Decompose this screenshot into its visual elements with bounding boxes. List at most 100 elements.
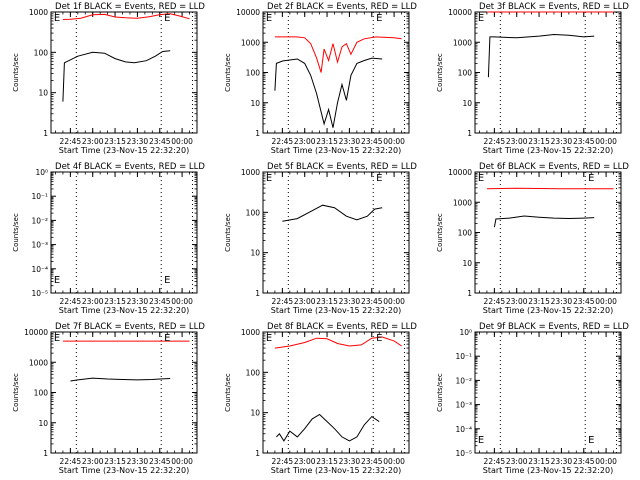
x-tick-label-9-1: 22:45 xyxy=(484,457,506,466)
x-tick-label-4-2: 23:00 xyxy=(82,297,104,306)
event-marker-7-2: E xyxy=(164,333,170,344)
y-axis-label-5: Counts/sec xyxy=(224,213,232,252)
event-marker-8-1: E xyxy=(266,333,272,344)
event-marker-2-1: E xyxy=(266,13,272,24)
y-tick-label-5-3: 100 xyxy=(246,208,261,217)
plot-frame-6 xyxy=(474,171,622,294)
y-tick-label-7-2: 10 xyxy=(38,419,48,428)
y-tick-label-4-5: 10⁻¹ xyxy=(31,192,48,201)
x-axis-label-1: Start Time (23-Nov-15 22:32:20) xyxy=(59,146,189,155)
plot-title-8: Det 8f BLACK = Events, RED = LLD xyxy=(267,322,417,332)
y-tick-label-6-5: 10000 xyxy=(448,168,472,177)
event-marker-6-1: E xyxy=(478,173,484,184)
y-tick-label-8-2: 10 xyxy=(250,409,260,418)
event-marker-7-1: E xyxy=(54,333,60,344)
y-tick-label-9-6: 10⁰ xyxy=(459,328,472,337)
x-tick-label-5-5: 23:45 xyxy=(361,297,383,306)
x-tick-label-1-4: 23:30 xyxy=(127,137,149,146)
y-tick-label-4-1: 10⁻⁵ xyxy=(31,289,48,298)
series-line-2-2 xyxy=(274,36,402,73)
plot-frame-3 xyxy=(474,11,622,134)
x-axis-label-3: Start Time (23-Nov-15 22:32:20) xyxy=(483,146,613,155)
x-tick-label-7-3: 23:15 xyxy=(104,457,126,466)
y-tick-label-9-2: 10⁻⁴ xyxy=(455,425,472,434)
event-marker-1-2: E xyxy=(164,13,170,24)
x-tick-label-4-3: 23:15 xyxy=(104,297,126,306)
x-tick-label-1-6: 00:00 xyxy=(171,137,193,146)
x-tick-label-8-3: 23:15 xyxy=(316,457,338,466)
event-marker-4-1: E xyxy=(54,275,60,286)
x-tick-label-2-4: 23:30 xyxy=(339,137,361,146)
y-tick-label-2-3: 100 xyxy=(246,69,261,78)
plot-title-1: Det 1f BLACK = Events, RED = LLD xyxy=(55,2,205,12)
y-tick-label-4-4: 10⁻² xyxy=(31,216,48,225)
x-tick-label-3-2: 23:00 xyxy=(506,137,528,146)
event-marker-4-2: E xyxy=(164,275,170,286)
y-axis-label-1: Counts/sec xyxy=(12,53,20,92)
x-tick-label-2-1: 22:45 xyxy=(272,137,294,146)
event-marker-5-1: E xyxy=(266,173,272,184)
x-tick-label-9-4: 23:30 xyxy=(551,457,573,466)
x-tick-label-5-1: 22:45 xyxy=(272,297,294,306)
x-tick-label-6-6: 00:00 xyxy=(595,297,617,306)
plot-title-3: Det 3f BLACK = Events, RED = LLD xyxy=(479,2,629,12)
y-tick-label-7-1: 1 xyxy=(43,449,48,458)
x-tick-label-3-3: 23:15 xyxy=(528,137,550,146)
y-tick-label-1-2: 10 xyxy=(38,89,48,98)
y-tick-label-3-4: 1000 xyxy=(453,38,472,47)
y-tick-label-6-1: 1 xyxy=(467,289,472,298)
y-tick-label-9-5: 10⁻¹ xyxy=(455,352,472,361)
x-tick-label-1-1: 22:45 xyxy=(60,137,82,146)
x-tick-label-4-6: 00:00 xyxy=(171,297,193,306)
x-axis-label-9: Start Time (23-Nov-15 22:32:20) xyxy=(483,466,613,475)
plot-frame-7 xyxy=(50,331,198,454)
series-line-2-1 xyxy=(274,57,383,128)
x-tick-label-7-5: 23:45 xyxy=(149,457,171,466)
x-tick-label-3-4: 23:30 xyxy=(551,137,573,146)
x-tick-label-4-1: 22:45 xyxy=(60,297,82,306)
y-tick-label-4-3: 10⁻³ xyxy=(31,241,48,250)
series-line-6-1 xyxy=(493,215,595,228)
x-tick-label-3-5: 23:45 xyxy=(573,137,595,146)
event-marker-8-2: E xyxy=(376,333,382,344)
x-tick-label-6-5: 23:45 xyxy=(573,297,595,306)
y-tick-label-1-4: 1000 xyxy=(29,8,48,17)
x-tick-label-9-2: 23:00 xyxy=(506,457,528,466)
plot-frame-4 xyxy=(50,171,198,294)
series-line-5-1 xyxy=(282,204,383,222)
y-tick-label-3-3: 100 xyxy=(458,69,473,78)
event-marker-6-2: E xyxy=(588,173,594,184)
x-tick-label-8-5: 23:45 xyxy=(361,457,383,466)
x-tick-label-2-2: 23:00 xyxy=(294,137,316,146)
x-tick-label-3-1: 22:45 xyxy=(484,137,506,146)
event-marker-9-1: E xyxy=(478,435,484,446)
y-tick-label-2-1: 1 xyxy=(255,129,260,138)
y-tick-label-2-2: 10 xyxy=(250,99,260,108)
x-tick-label-7-1: 22:45 xyxy=(60,457,82,466)
x-tick-label-2-5: 23:45 xyxy=(361,137,383,146)
x-tick-label-4-5: 23:45 xyxy=(149,297,171,306)
x-tick-label-8-1: 22:45 xyxy=(272,457,294,466)
y-tick-label-2-4: 1000 xyxy=(241,38,260,47)
x-tick-label-4-4: 23:30 xyxy=(127,297,149,306)
y-tick-label-9-4: 10⁻² xyxy=(455,376,472,385)
y-tick-label-1-3: 100 xyxy=(34,48,49,57)
series-line-3-1 xyxy=(487,33,595,78)
y-tick-label-3-5: 10000 xyxy=(448,8,472,17)
plot-title-2: Det 2f BLACK = Events, RED = LLD xyxy=(267,2,417,12)
y-axis-label-6: Counts/sec xyxy=(436,213,444,252)
x-tick-label-7-6: 00:00 xyxy=(171,457,193,466)
series-line-8-2 xyxy=(274,336,402,349)
y-tick-label-4-2: 10⁻⁴ xyxy=(31,265,48,274)
x-tick-label-6-3: 23:15 xyxy=(528,297,550,306)
plot-title-4: Det 4f BLACK = Events, RED = LLD xyxy=(55,162,205,172)
x-tick-label-9-3: 23:15 xyxy=(528,457,550,466)
x-tick-label-6-2: 23:00 xyxy=(506,297,528,306)
y-axis-label-9: Counts/sec xyxy=(436,373,444,412)
x-tick-label-7-4: 23:30 xyxy=(127,457,149,466)
x-axis-label-6: Start Time (23-Nov-15 22:32:20) xyxy=(483,306,613,315)
series-line-7-1 xyxy=(70,377,171,382)
y-tick-label-6-2: 10 xyxy=(462,259,472,268)
y-tick-label-7-3: 100 xyxy=(34,389,49,398)
